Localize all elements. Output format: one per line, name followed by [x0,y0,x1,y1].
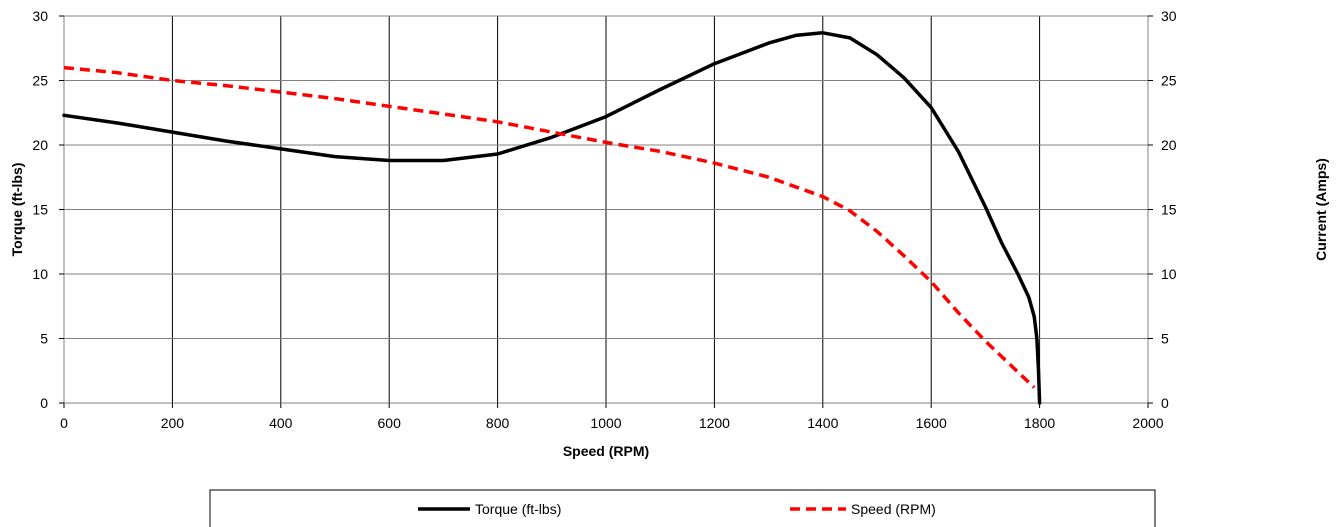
y-tick-label: 25 [32,73,48,89]
y2-axis-ticks: 0 5 10 15 20 25 30 [1148,8,1177,411]
y-tick-label: 20 [32,137,48,153]
y-tick-label: 5 [40,331,48,347]
x-tick-label: 1000 [590,415,621,431]
y2-tick-label: 20 [1161,137,1177,153]
y2-axis-title: Current (Amps) [1313,158,1329,261]
y2-tick-label: 15 [1161,202,1177,218]
legend-label-torque: Torque (ft-lbs) [475,501,561,517]
y-axis-title: Torque (ft-lbs) [9,163,25,257]
x-axis-ticks: 0 200 400 600 800 1000 1200 1400 1600 1800 2000 [60,403,1164,431]
x-tick-label: 0 [60,415,68,431]
x-tick-label: 1400 [807,415,838,431]
legend-label-speed: Speed (RPM) [851,501,936,517]
y2-tick-label: 10 [1161,266,1177,282]
legend-box [209,489,1156,527]
x-tick-label: 400 [269,415,293,431]
y2-tick-label: 30 [1161,8,1177,24]
x-tick-label: 1800 [1024,415,1055,431]
y2-tick-label: 25 [1161,73,1177,89]
y2-tick-label: 0 [1161,395,1169,411]
series-line-1 [63,65,1036,389]
y-axis-ticks: 0 5 10 15 20 25 30 [32,8,64,411]
legend: Torque (ft-lbs) Speed (RPM) [209,489,1156,527]
x-tick-label: 1200 [699,415,730,431]
y-tick-label: 0 [40,395,48,411]
x-axis-title: Speed (RPM) [563,443,649,459]
x-tick-label: 800 [486,415,510,431]
x-tick-label: 1600 [916,415,947,431]
x-tick-label: 200 [161,415,185,431]
y-tick-label: 15 [32,202,48,218]
series-line-0 [62,31,1042,405]
y2-tick-label: 5 [1161,331,1169,347]
y-tick-label: 30 [32,8,48,24]
x-tick-label: 600 [378,415,402,431]
series-lines [62,31,1042,405]
y-tick-label: 10 [32,266,48,282]
x-tick-label: 2000 [1132,415,1163,431]
